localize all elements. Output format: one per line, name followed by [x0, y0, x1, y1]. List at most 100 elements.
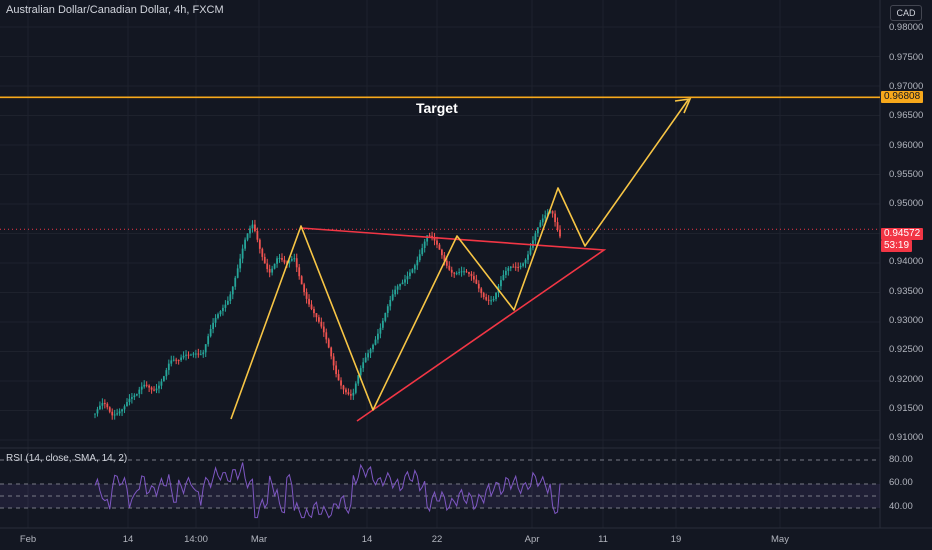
candle-body [256, 231, 259, 240]
candle-body [224, 304, 227, 308]
candle-body [522, 263, 524, 266]
candle-body [226, 300, 229, 305]
candle-body [377, 333, 379, 340]
candle-body [116, 413, 119, 415]
candle-body [249, 228, 251, 234]
candle-body [217, 314, 219, 318]
y-tick: 0.97000 [889, 81, 924, 92]
candle-body [509, 266, 512, 269]
candle-body [354, 383, 357, 393]
candle-body [480, 288, 483, 294]
candle-body [367, 353, 369, 358]
x-tick: 22 [431, 534, 443, 545]
candle-body [128, 398, 131, 403]
y-tick: 0.95000 [889, 198, 924, 209]
x-tick: 14 [122, 534, 134, 545]
candle-body [140, 386, 143, 390]
candle-body [470, 273, 473, 277]
candle-body [165, 370, 168, 377]
candle-body [121, 409, 123, 412]
rsi-title: RSI (14, close, SMA, 14, 2) [6, 453, 128, 464]
zigzag-projection [230, 99, 689, 420]
candle-body [330, 347, 333, 357]
candle-body [266, 263, 269, 270]
candle-body [551, 211, 554, 214]
candle-body [172, 359, 175, 361]
candle-body [308, 298, 310, 305]
candle-body [389, 299, 392, 307]
candle-body [276, 258, 278, 264]
y-tick: 0.92000 [889, 374, 924, 385]
candle-body [290, 259, 293, 261]
candle-body [246, 233, 249, 240]
candle-body [386, 306, 389, 313]
candle-body [150, 387, 153, 390]
x-tick: May [771, 534, 789, 545]
y-tick: 0.91500 [889, 403, 924, 414]
x-tick: 14:00 [184, 534, 208, 545]
candle-body [239, 258, 242, 269]
candle-body [222, 307, 224, 312]
candle-body [335, 365, 338, 375]
candle-body [313, 309, 315, 314]
candle-body [372, 344, 374, 350]
candle-body [268, 269, 271, 273]
candle-body [394, 289, 397, 295]
candle-body [450, 269, 453, 273]
candle-body [160, 381, 163, 386]
candle-body [441, 249, 443, 256]
candle-body [411, 269, 414, 273]
candle-body [155, 388, 158, 391]
candle-body [108, 407, 111, 412]
candle-body [541, 218, 544, 223]
candle-body [271, 268, 274, 273]
candle-body [241, 248, 244, 259]
candle-body [113, 414, 116, 416]
candle-body [244, 239, 246, 249]
candle-body [251, 224, 254, 229]
candle-body [207, 336, 210, 345]
candle-body [182, 355, 185, 358]
y-tick: 0.92500 [889, 344, 924, 355]
candle-body [177, 359, 180, 361]
candle-body [261, 248, 264, 257]
candle-body [445, 260, 448, 266]
candle-body [401, 282, 404, 285]
candle-body [391, 294, 394, 300]
candle-body [106, 403, 109, 408]
candle-body [214, 317, 217, 323]
candle-body [527, 254, 529, 260]
candle-body [448, 265, 451, 270]
candle-body [298, 267, 301, 277]
candle-body [295, 258, 298, 268]
candle-body [477, 283, 480, 289]
candle-body [369, 349, 372, 354]
x-tick: Feb [19, 534, 37, 545]
y-tick: 0.91000 [889, 432, 924, 443]
x-tick: 14 [361, 534, 373, 545]
candle-body [133, 395, 136, 398]
rsi-tick: 40.00 [889, 501, 913, 512]
candle-body [544, 215, 547, 219]
candle-body [192, 353, 195, 355]
candle-body [258, 239, 261, 249]
candle-body [126, 402, 128, 407]
candle-body [416, 260, 419, 266]
rsi-line [94, 462, 561, 519]
candle-body [357, 375, 360, 384]
rsi-tick: 80.00 [889, 454, 913, 465]
y-tick: 0.94000 [889, 256, 924, 267]
candle-body [362, 362, 365, 369]
currency-badge[interactable]: CAD [890, 5, 922, 21]
x-tick: Apr [524, 534, 540, 545]
candle-body [475, 279, 478, 284]
y-tick: 0.93500 [889, 286, 924, 297]
y-tick: 0.95500 [889, 169, 924, 180]
candle-body [406, 276, 409, 280]
x-tick: Mar [250, 534, 268, 545]
candle-body [123, 406, 126, 410]
candle-body [504, 270, 507, 275]
candle-body [212, 322, 214, 329]
candle-body [305, 292, 308, 299]
